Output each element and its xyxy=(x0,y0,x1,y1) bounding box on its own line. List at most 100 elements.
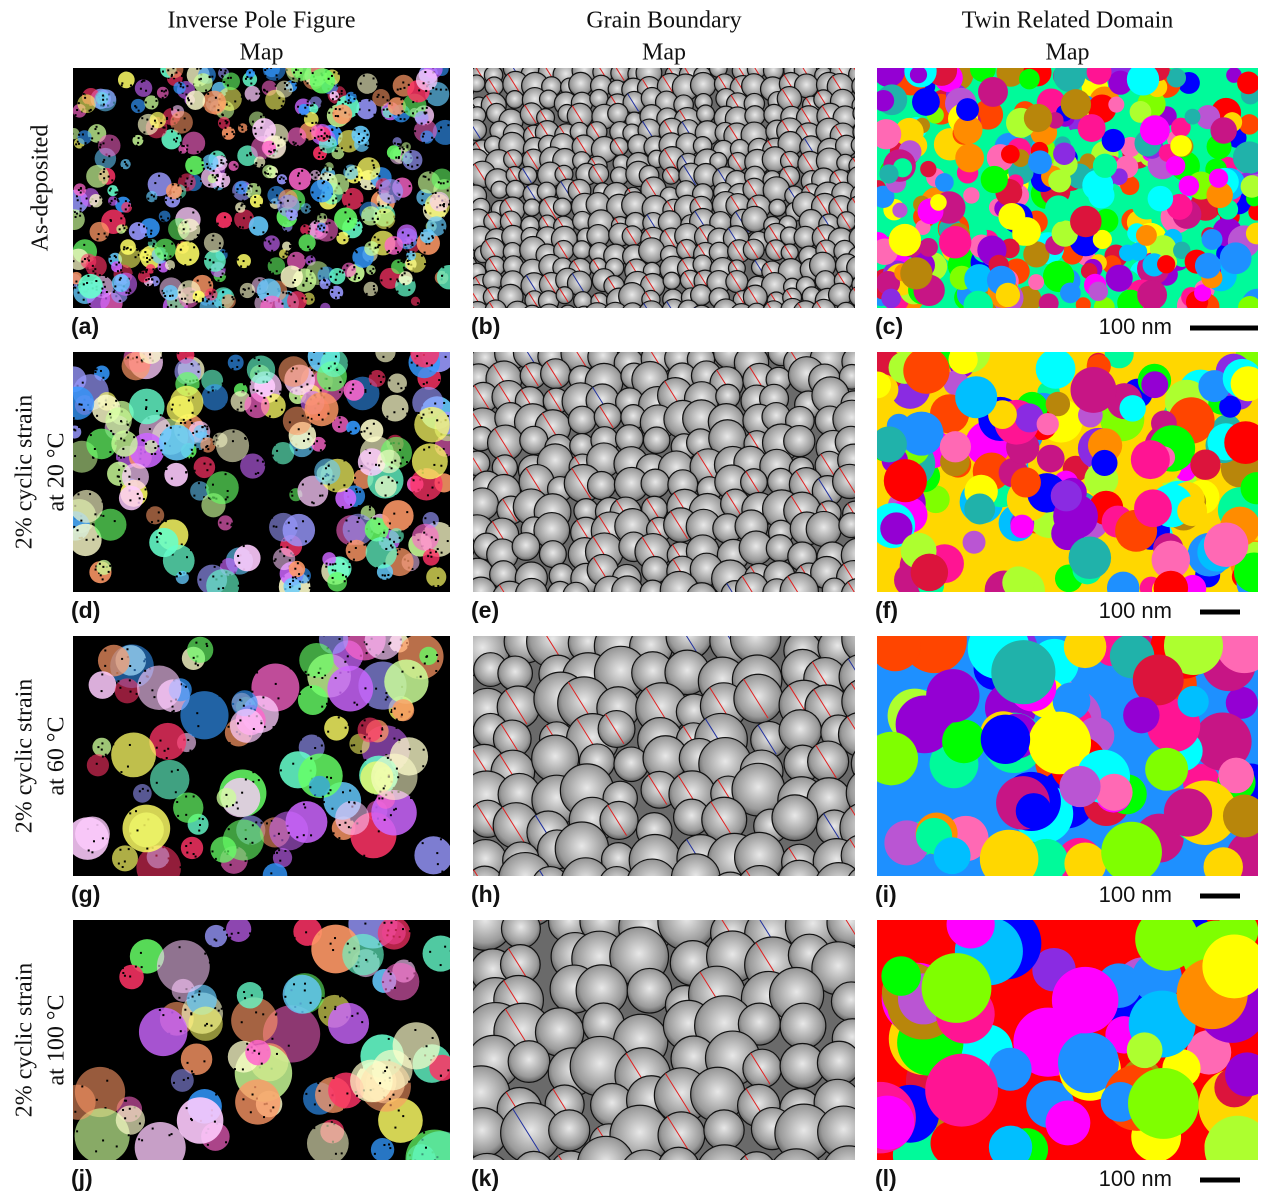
speck xyxy=(247,127,250,130)
grain xyxy=(507,68,521,71)
speck xyxy=(255,162,258,165)
speck xyxy=(386,108,389,111)
grain xyxy=(473,371,477,391)
speck xyxy=(356,520,359,523)
speck xyxy=(423,448,426,451)
speck xyxy=(435,88,438,91)
grain xyxy=(436,264,450,290)
speck xyxy=(243,383,246,386)
speck xyxy=(283,137,286,140)
speck xyxy=(272,525,275,528)
speck xyxy=(273,443,276,446)
speck xyxy=(88,109,91,112)
speck xyxy=(399,462,402,465)
grain xyxy=(852,106,855,121)
speck xyxy=(416,305,419,308)
twin-boundary xyxy=(726,491,742,516)
speck xyxy=(123,227,126,230)
speck xyxy=(133,436,136,439)
grain xyxy=(278,356,309,387)
speck xyxy=(380,734,383,737)
grain xyxy=(721,68,728,69)
speck xyxy=(149,645,152,648)
speck xyxy=(364,185,367,188)
twin-boundary xyxy=(571,273,585,294)
twin-boundary xyxy=(853,68,855,71)
speck xyxy=(343,580,346,583)
speck xyxy=(102,281,105,284)
grain xyxy=(248,216,269,236)
speck xyxy=(184,352,187,353)
speck xyxy=(286,546,289,549)
speck xyxy=(331,569,334,572)
speck xyxy=(348,203,351,206)
speck xyxy=(396,720,399,723)
speck xyxy=(459,270,461,272)
domain xyxy=(1014,403,1044,433)
twin-boundary xyxy=(856,277,865,292)
speck xyxy=(79,207,82,210)
speck xyxy=(199,578,202,581)
speck xyxy=(397,280,400,283)
speck xyxy=(451,416,453,418)
domain xyxy=(1028,274,1045,291)
speck xyxy=(150,229,153,232)
speck xyxy=(165,116,168,119)
speck xyxy=(305,115,308,118)
speck xyxy=(324,164,327,167)
speck xyxy=(253,357,256,360)
speck xyxy=(101,199,104,202)
speck xyxy=(381,205,384,208)
speck xyxy=(333,71,336,74)
speck xyxy=(179,83,182,86)
grain xyxy=(639,300,664,308)
speck xyxy=(412,254,415,257)
speck xyxy=(74,455,77,458)
speck xyxy=(145,89,148,92)
speck xyxy=(166,305,169,308)
speck xyxy=(368,505,371,508)
speck xyxy=(425,106,428,109)
speck xyxy=(407,83,410,86)
speck xyxy=(386,415,389,418)
twin-boundary xyxy=(524,104,537,124)
speck xyxy=(67,376,69,378)
speck xyxy=(76,140,79,143)
speck xyxy=(260,392,263,395)
speck xyxy=(436,565,439,568)
speck xyxy=(172,68,175,70)
speck xyxy=(75,143,78,146)
twin-boundary xyxy=(473,457,483,474)
speck xyxy=(132,231,135,234)
speck xyxy=(345,519,348,522)
speck xyxy=(174,262,177,265)
domain xyxy=(1139,115,1170,146)
grain xyxy=(505,90,525,109)
twin-boundary xyxy=(745,471,760,494)
speck xyxy=(68,131,70,133)
speck xyxy=(295,449,298,452)
speck xyxy=(353,91,356,94)
speck xyxy=(411,567,414,570)
speck xyxy=(447,124,450,127)
speck xyxy=(219,779,222,782)
speck xyxy=(246,75,249,78)
speck xyxy=(347,826,350,829)
speck xyxy=(175,140,178,143)
speck xyxy=(75,212,78,215)
speck xyxy=(332,634,334,636)
speck xyxy=(343,431,346,434)
speck xyxy=(446,189,449,192)
speck xyxy=(436,64,438,66)
grain xyxy=(149,111,166,129)
domain xyxy=(1002,566,1035,592)
speck xyxy=(273,852,276,855)
speck xyxy=(105,275,108,278)
domain xyxy=(1101,128,1125,153)
speck xyxy=(204,257,207,260)
speck xyxy=(317,155,320,158)
speck xyxy=(368,508,371,511)
grain xyxy=(375,352,396,363)
speck xyxy=(164,221,167,224)
speck xyxy=(357,517,360,520)
